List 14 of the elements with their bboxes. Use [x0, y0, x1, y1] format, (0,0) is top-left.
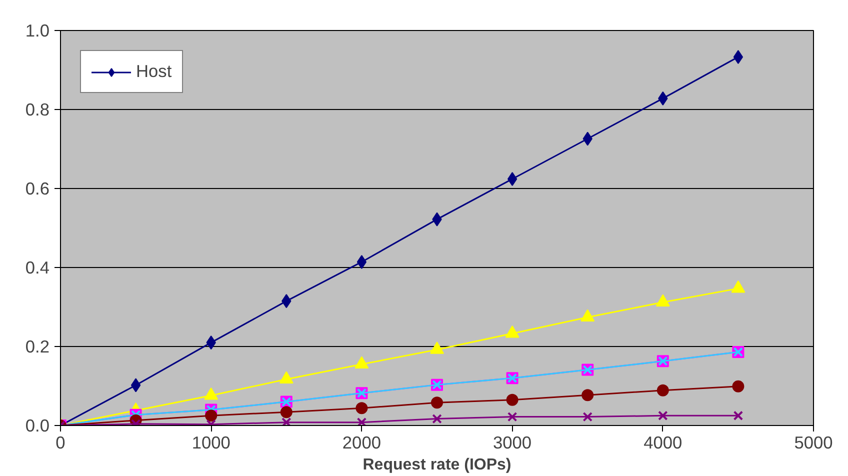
x-tick-label: 2000 — [342, 432, 381, 452]
y-tick-label: 0.2 — [25, 336, 50, 356]
x-tick-label: 4000 — [644, 432, 682, 452]
x-tick-label: 3000 — [493, 432, 532, 452]
y-tick-label: 0.8 — [25, 100, 50, 120]
x-tick-label: 0 — [56, 432, 66, 452]
legend-label: Host — [136, 61, 172, 82]
x-tick-label: 5000 — [794, 432, 833, 452]
y-tick-label: 1.0 — [25, 20, 50, 40]
x-tick-label: 1000 — [192, 432, 230, 452]
y-tick-label: 0.6 — [25, 178, 50, 198]
x-axis-title: Request rate (IOPs) — [362, 456, 512, 474]
y-tick-label: 0.0 — [25, 416, 50, 436]
y-tick-label: 0.4 — [25, 258, 50, 278]
